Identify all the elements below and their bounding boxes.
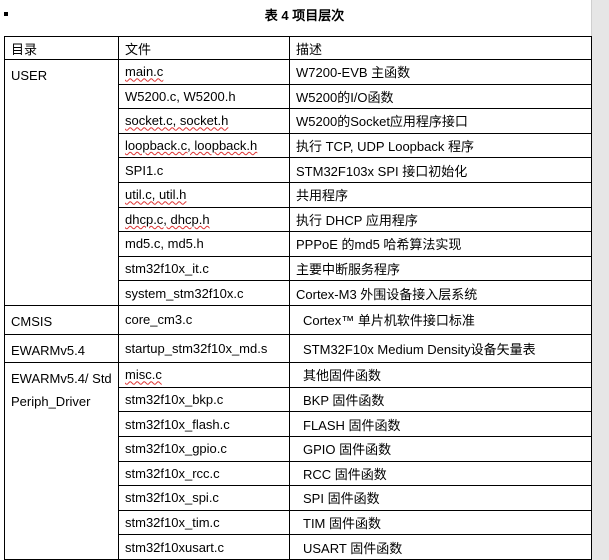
description-cell: W5200的I/O函数 [289, 83, 592, 110]
header-directory: 目录 [4, 36, 119, 60]
file-cell: system_stm32f10x.c [118, 280, 290, 306]
file-cell: W5200.c, W5200.h [118, 83, 290, 110]
description-cell: 主要中断服务程序 [289, 255, 592, 282]
table-row: stm32f10x_bkp.c BKP 固件函数 [5, 386, 592, 413]
file-cell: stm32f10x_spi.c [118, 485, 290, 511]
table-row: stm32f10x_rcc.c RCC 固件函数 [5, 460, 592, 487]
file-cell: main.c [118, 59, 290, 85]
file-name: system_stm32f10x.c [125, 285, 244, 301]
file-cell: stm32f10x_it.c [118, 255, 290, 282]
file-name: SPI1.c [125, 162, 164, 178]
table-row: dhcp.c, dhcp.h 执行 DHCP 应用程序 [5, 206, 592, 233]
description-cell: BKP 固件函数 [289, 386, 592, 413]
description-cell: 执行 TCP, UDP Loopback 程序 [289, 132, 592, 159]
file-cell: SPI1.c [118, 157, 290, 183]
table-header-row: 目录 文件 描述 [4, 36, 592, 60]
table-row: stm32f10x_it.c 主要中断服务程序 [5, 255, 592, 282]
description-cell: 其他固件函数 [289, 362, 592, 388]
file-name: core_cm3.c [125, 312, 193, 328]
table-caption: 表 4 项目层次 [0, 5, 609, 24]
table-row: EWARMv5.4/ StdPeriph_Driver misc.c 其他固件函数 [4, 362, 592, 560]
description-cell: W7200-EVB 主函数 [289, 59, 592, 85]
table-row: CMSIS core_cm3.c Cortex™ 单片机软件接口标准 [4, 304, 592, 335]
table-row: USER main.c W7200-EVB 主函数 [4, 59, 592, 306]
description-cell: Cortex™ 单片机软件接口标准 [289, 304, 592, 335]
page-margin-gutter [591, 0, 609, 560]
file-name: stm32f10x_spi.c [125, 490, 219, 506]
description-cell: TIM 固件函数 [289, 509, 592, 536]
directory-cell: CMSIS [4, 304, 119, 335]
table-row: stm32f10x_gpio.c GPIO 固件函数 [5, 435, 592, 462]
description-cell: Cortex-M3 外围设备接入层系统 [289, 280, 592, 306]
table-row: socket.c, socket.h W5200的Socket应用程序接口 [5, 108, 592, 134]
description-cell: STM32F10x Medium Density设备矢量表 [289, 333, 592, 364]
directory-cell: EWARMv5.4 [4, 333, 119, 364]
directory-cell: USER [4, 59, 119, 306]
bullet-marker [4, 12, 8, 16]
table-row: util.c, util.h 共用程序 [5, 181, 592, 208]
description-cell: PPPoE 的md5 哈希算法实现 [289, 231, 592, 257]
file-name: stm32f10x_rcc.c [125, 465, 220, 481]
file-name: stm32f10x_bkp.c [125, 392, 224, 408]
file-cell: dhcp.c, dhcp.h [118, 206, 290, 233]
file-name: stm32f10x_it.c [125, 261, 209, 277]
table-row: stm32f10x_flash.c FLASH 固件函数 [5, 411, 592, 437]
file-name: stm32f10xusart.c [125, 539, 224, 555]
file-cell: stm32f10x_flash.c [118, 411, 290, 437]
description-cell: RCC 固件函数 [289, 460, 592, 487]
description-cell: 共用程序 [289, 181, 592, 208]
file-cell: stm32f10x_rcc.c [118, 460, 290, 487]
file-name: main.c [125, 64, 164, 80]
description-cell: FLASH 固件函数 [289, 411, 592, 437]
table-row: SPI1.c STM32F103x SPI 接口初始化 [5, 157, 592, 183]
description-cell: STM32F103x SPI 接口初始化 [289, 157, 592, 183]
file-name: startup_stm32f10x_md.s [125, 340, 268, 356]
file-name: misc.c [125, 367, 162, 383]
file-cell: stm32f10x_bkp.c [118, 386, 290, 413]
file-cell: stm32f10xusart.c [118, 534, 290, 560]
file-cell: stm32f10x_tim.c [118, 509, 290, 536]
file-name: dhcp.c, dhcp.h [125, 211, 210, 227]
description-cell: W5200的Socket应用程序接口 [289, 108, 592, 134]
header-file: 文件 [118, 36, 290, 60]
table-row: W5200.c, W5200.h W5200的I/O函数 [5, 83, 592, 110]
file-name: stm32f10x_flash.c [125, 416, 230, 432]
table-row: stm32f10xusart.c USART 固件函数 [5, 534, 592, 560]
file-cell: misc.c [118, 362, 290, 388]
file-cell: md5.c, md5.h [118, 231, 290, 257]
file-name: util.c, util.h [125, 187, 187, 203]
file-cell: stm32f10x_gpio.c [118, 435, 290, 462]
table-row: md5.c, md5.h PPPoE 的md5 哈希算法实现 [5, 231, 592, 257]
description-cell: USART 固件函数 [289, 534, 592, 560]
description-cell: SPI 固件函数 [289, 485, 592, 511]
description-cell: 执行 DHCP 应用程序 [289, 206, 592, 233]
header-description: 描述 [289, 36, 592, 60]
file-name: stm32f10x_gpio.c [125, 441, 227, 457]
description-cell: GPIO 固件函数 [289, 435, 592, 462]
file-name: W5200.c, W5200.h [125, 88, 236, 104]
directory-cell: EWARMv5.4/ StdPeriph_Driver [4, 362, 119, 560]
file-cell: core_cm3.c [118, 304, 290, 335]
file-cell: util.c, util.h [118, 181, 290, 208]
table-row: EWARMv5.4 startup_stm32f10x_md.s STM32F10x… [4, 333, 592, 364]
project-hierarchy-table: 目录 文件 描述 USER main.c W7200-EVB 主函数 W5200.c,… [4, 36, 592, 560]
caption-text: 表 4 项目层次 [264, 8, 345, 23]
file-cell: startup_stm32f10x_md.s [118, 333, 290, 364]
file-name: socket.c, socket.h [125, 113, 229, 129]
file-name: loopback.c, loopback.h [125, 138, 258, 154]
file-cell: loopback.c, loopback.h [118, 132, 290, 159]
table-row: loopback.c, loopback.h 执行 TCP, UDP Loopba… [5, 132, 592, 159]
file-name: stm32f10x_tim.c [125, 514, 220, 530]
file-cell: socket.c, socket.h [118, 108, 290, 134]
file-name: md5.c, md5.h [125, 236, 204, 252]
